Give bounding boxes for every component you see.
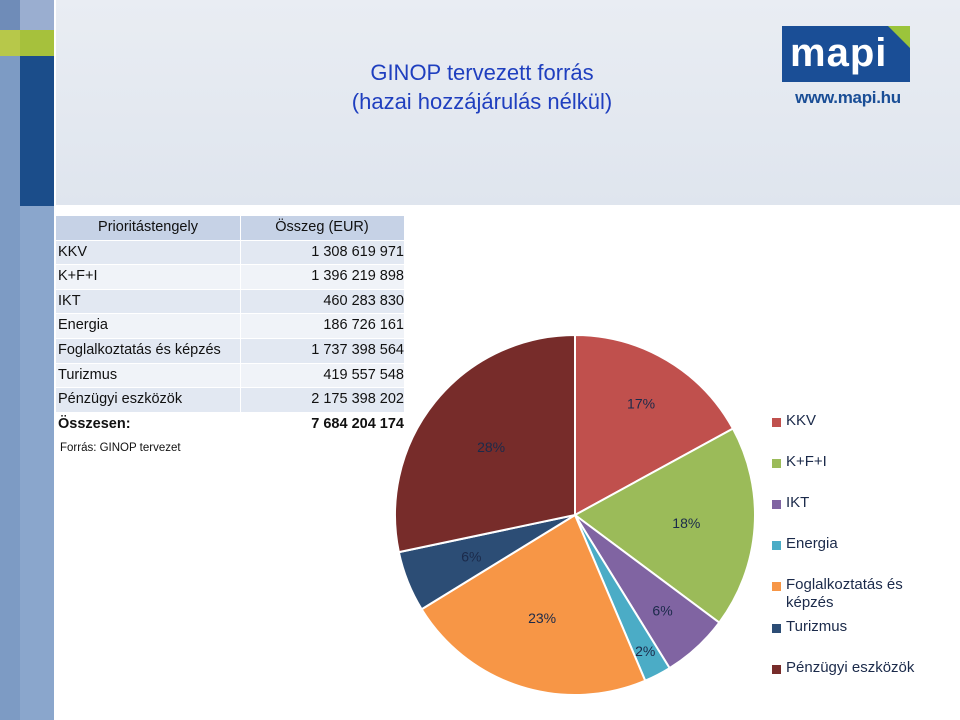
pie-slice <box>420 513 647 696</box>
title-line-2: (hazai hozzájárulás nélkül) <box>351 89 613 114</box>
legend-label: K+F+I <box>786 453 827 470</box>
slice-label: 18% <box>672 515 700 531</box>
row-label: Foglalkoztatás és képzés <box>58 341 221 358</box>
table-row: Pénzügyi eszközök 2 175 398 202 <box>56 388 404 413</box>
row-label: Turizmus <box>58 366 118 383</box>
row-value: 186 726 161 <box>323 317 404 334</box>
table-total-row: Összesen: 7 684 204 174 <box>56 412 404 438</box>
legend-label: Energia <box>786 535 838 552</box>
row-label: IKT <box>58 292 81 309</box>
row-value: 460 283 830 <box>323 292 404 309</box>
logo-corner-shape <box>888 26 910 48</box>
legend-swatch <box>772 459 781 468</box>
legend-label: Foglalkoztatás és képzés <box>786 576 903 611</box>
legend-swatch <box>772 500 781 509</box>
pie-slice <box>573 427 756 625</box>
logo-text: mapi <box>790 31 888 75</box>
pie-slice <box>574 333 735 517</box>
column-header: Prioritástengely <box>98 219 198 235</box>
title-line-1: GINOP tervezett forrás <box>370 60 594 85</box>
deco-bar <box>0 56 20 720</box>
source-note: Forrás: GINOP tervezet <box>60 442 181 454</box>
total-label: Összesen: <box>58 415 131 432</box>
slice-label: 6% <box>461 548 481 564</box>
row-label: Energia <box>58 317 108 334</box>
table-row: Foglalkoztatás és képzés 1 737 398 564 <box>56 338 404 364</box>
deco-bar <box>0 0 20 30</box>
table-row: IKT 460 283 830 <box>56 289 404 315</box>
logo-url: www.mapi.hu <box>795 88 901 107</box>
column-header: Összeg (EUR) <box>275 219 369 235</box>
slice-label: 17% <box>627 396 655 412</box>
pie-chart: 17% 18% 6% 2% 23% 6% 28% <box>394 333 756 696</box>
total-value: 7 684 204 174 <box>311 415 404 432</box>
left-decoration <box>0 0 56 720</box>
table-header-row: Prioritástengely Összeg (EUR) <box>56 216 404 241</box>
slice-label: 28% <box>477 439 505 455</box>
deco-bar <box>20 30 54 56</box>
legend-label: IKT <box>786 494 810 511</box>
deco-bar <box>0 30 20 56</box>
legend-swatch <box>772 582 781 591</box>
row-value: 1 308 619 971 <box>311 243 404 260</box>
row-value: 2 175 398 202 <box>311 391 404 408</box>
row-label: Pénzügyi eszközök <box>58 391 183 408</box>
page-title: GINOP tervezett forrás (hazai hozzájárul… <box>272 58 692 116</box>
slice-label: 6% <box>652 603 672 619</box>
row-value: 1 737 398 564 <box>311 341 404 358</box>
legend-label: Pénzügyi eszközök <box>786 659 915 676</box>
slice-label: 2% <box>635 643 655 659</box>
deco-bar <box>20 56 54 206</box>
mapi-logo: mapi <box>782 26 910 82</box>
row-value: 1 396 219 898 <box>311 268 404 285</box>
deco-bar <box>20 206 54 720</box>
table-row: Turizmus 419 557 548 <box>56 363 404 389</box>
legend-swatch <box>772 418 781 427</box>
legend-swatch <box>772 665 781 674</box>
table-row: K+F+I 1 396 219 898 <box>56 265 404 290</box>
row-value: 419 557 548 <box>323 366 404 383</box>
legend-swatch <box>772 624 781 633</box>
legend-label: KKV <box>786 412 817 429</box>
legend-label: Turizmus <box>786 618 848 635</box>
slice-label: 23% <box>528 610 556 626</box>
table-row: Energia 186 726 161 <box>56 314 404 339</box>
deco-bar <box>20 0 54 30</box>
row-label: KKV <box>58 243 88 260</box>
legend-swatch <box>772 541 781 550</box>
row-label: K+F+I <box>58 268 98 285</box>
table-row: KKV 1 308 619 971 <box>56 240 404 266</box>
pie-slice <box>394 333 576 554</box>
data-table: Prioritástengely Összeg (EUR) KKV 1 308 … <box>56 216 404 438</box>
